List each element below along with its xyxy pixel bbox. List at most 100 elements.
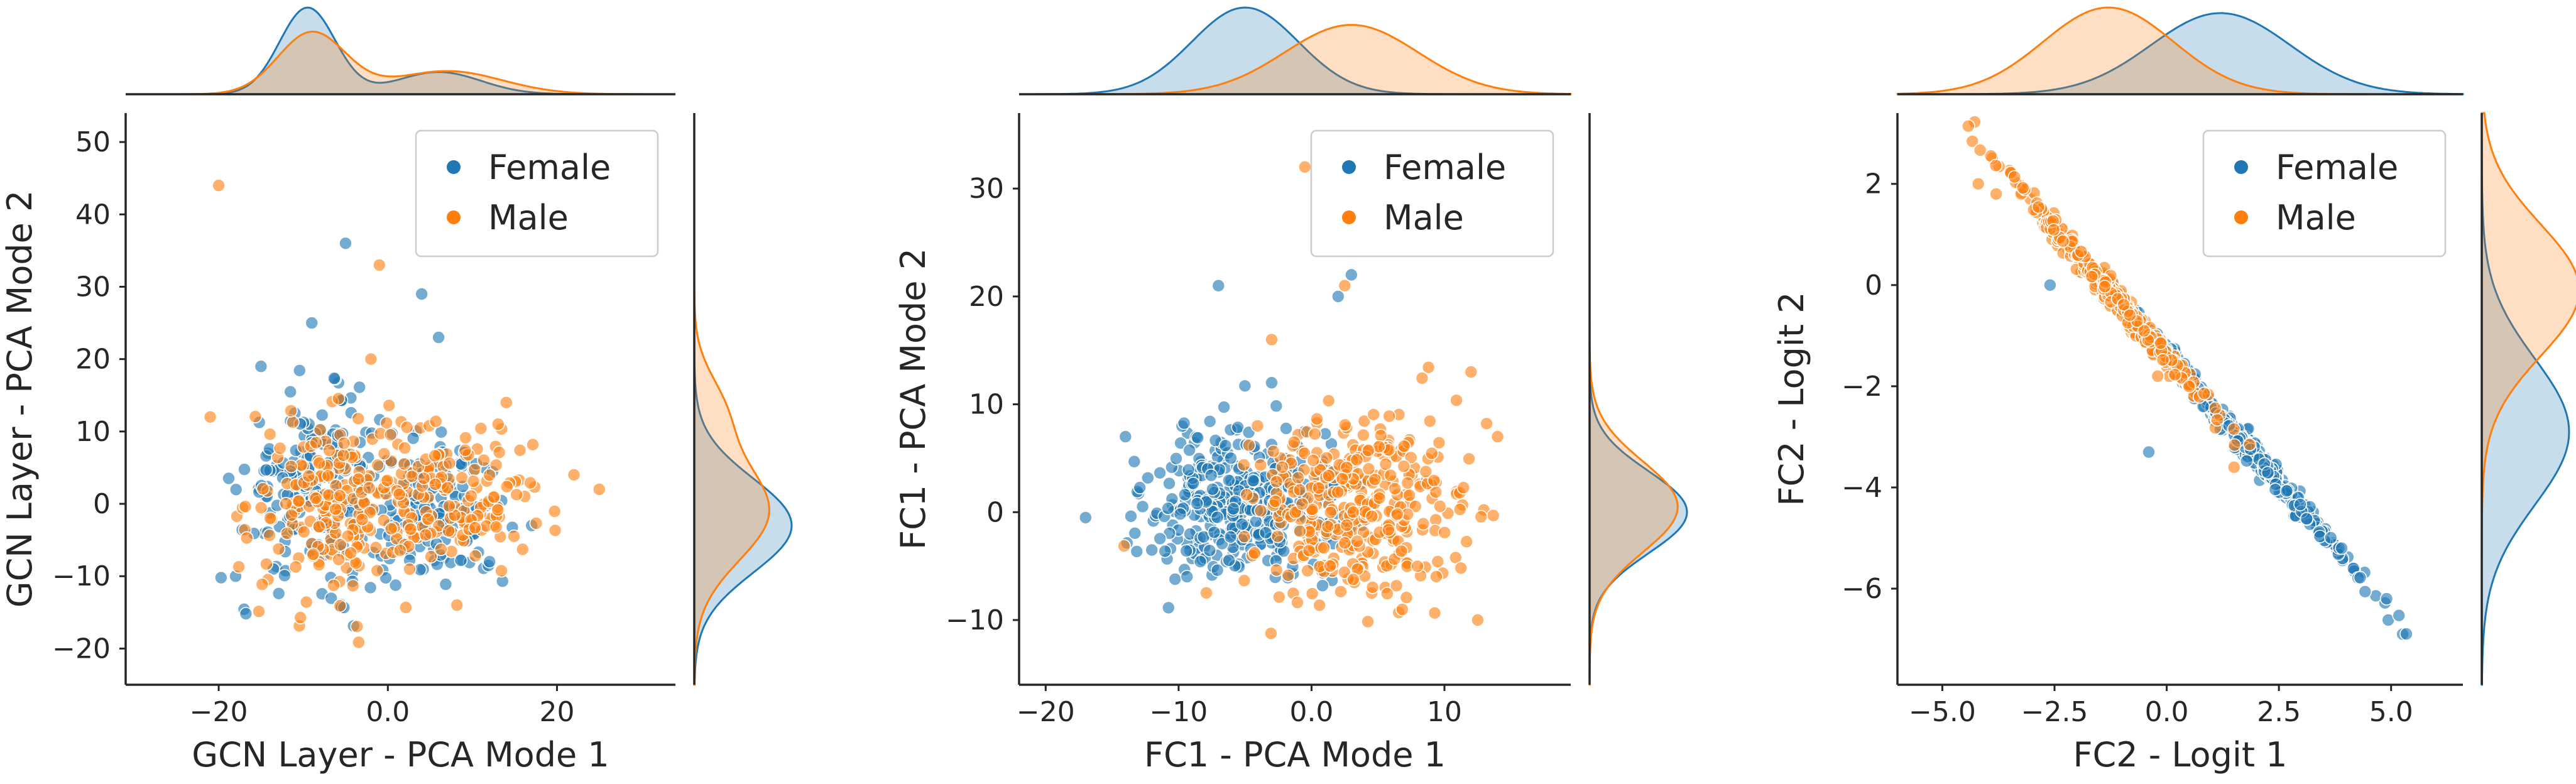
point-male bbox=[1236, 458, 1251, 472]
point-female bbox=[439, 577, 453, 591]
point-male bbox=[464, 489, 478, 503]
point-male bbox=[428, 477, 442, 491]
point-male bbox=[1117, 539, 1131, 553]
point-female bbox=[1162, 601, 1176, 615]
point-male bbox=[1973, 143, 1987, 157]
x-axis-label: FC2 - Logit 1 bbox=[2073, 735, 2287, 775]
point-male bbox=[1306, 454, 1320, 467]
point-female bbox=[1193, 555, 1208, 569]
point-male bbox=[1427, 474, 1441, 487]
legend-label-female: Female bbox=[488, 148, 611, 187]
point-female bbox=[2142, 445, 2156, 459]
point-male bbox=[271, 542, 286, 556]
point-male bbox=[1404, 450, 1418, 465]
point-female bbox=[1316, 579, 1329, 593]
point-male bbox=[333, 599, 347, 613]
point-male bbox=[280, 526, 294, 540]
point-male bbox=[1394, 544, 1409, 558]
point-male bbox=[1331, 485, 1345, 499]
point-female bbox=[1238, 379, 1252, 393]
point-female bbox=[1153, 531, 1167, 546]
x-tick-label: 0.0 bbox=[2145, 696, 2189, 728]
point-female bbox=[1218, 438, 1233, 453]
x-axis-label: GCN Layer - PCA Mode 1 bbox=[192, 735, 609, 775]
point-male bbox=[2137, 324, 2151, 338]
point-male bbox=[2117, 298, 2131, 312]
point-male bbox=[1989, 187, 2003, 201]
point-male bbox=[1269, 494, 1282, 508]
point-male bbox=[350, 619, 364, 634]
point-male bbox=[1395, 602, 1409, 616]
y-tick-label: −4 bbox=[1842, 472, 1882, 504]
chart-panel-2: −20 −10 0.0 10 −10 0 10 20 30 FC1 - PCA Mode 1 FC1… bbox=[893, 6, 1688, 775]
point-male bbox=[382, 398, 396, 413]
point-male bbox=[1269, 474, 1284, 489]
y-tick-label: 10 bbox=[969, 389, 1004, 421]
point-male bbox=[332, 552, 346, 567]
point-male bbox=[1962, 119, 1975, 133]
point-male bbox=[273, 441, 287, 455]
point-female bbox=[2399, 627, 2413, 641]
point-male bbox=[1338, 278, 1352, 293]
point-male bbox=[341, 529, 355, 543]
point-male bbox=[1313, 598, 1326, 612]
legend-label-female: Female bbox=[2276, 148, 2398, 187]
point-male bbox=[352, 635, 366, 650]
legend: Female Male bbox=[1310, 129, 1554, 258]
point-female bbox=[1222, 553, 1236, 567]
point-female bbox=[1279, 422, 1293, 435]
point-male bbox=[286, 415, 300, 429]
point-female bbox=[1180, 570, 1194, 584]
point-male bbox=[327, 578, 341, 592]
point-male bbox=[1302, 543, 1316, 558]
x-tick-label: 0.0 bbox=[366, 696, 410, 728]
point-female bbox=[2240, 454, 2254, 468]
point-male bbox=[379, 416, 394, 430]
point-female bbox=[1130, 545, 1144, 558]
point-female bbox=[454, 553, 468, 567]
point-male bbox=[1253, 458, 1268, 472]
point-female bbox=[432, 330, 445, 344]
point-male bbox=[263, 528, 276, 543]
point-male bbox=[1237, 530, 1252, 544]
point-male bbox=[1350, 534, 1364, 548]
point-male bbox=[313, 423, 327, 437]
point-female bbox=[1177, 416, 1191, 430]
legend-box bbox=[1310, 129, 1554, 258]
point-male bbox=[1310, 411, 1324, 426]
point-male bbox=[1319, 451, 1334, 465]
point-female bbox=[1206, 482, 1220, 496]
point-male bbox=[2007, 170, 2022, 184]
point-male bbox=[1248, 546, 1262, 560]
point-male bbox=[351, 411, 365, 426]
point-male bbox=[329, 502, 342, 516]
point-male bbox=[1438, 525, 1452, 540]
point-male bbox=[477, 453, 491, 467]
point-male bbox=[1297, 446, 1312, 460]
point-male bbox=[2031, 200, 2046, 214]
point-female bbox=[1210, 563, 1225, 577]
point-male bbox=[364, 352, 378, 366]
point-male bbox=[400, 420, 414, 435]
chart-panel-1: −20 0.0 20 −20 −10 0 10 20 30 40 50 GCN Layer - PCA… bbox=[0, 6, 793, 775]
point-male bbox=[1242, 438, 1256, 452]
point-female bbox=[1079, 511, 1093, 525]
point-female bbox=[1173, 507, 1187, 521]
point-male bbox=[1250, 419, 1265, 433]
point-male bbox=[1287, 435, 1301, 449]
point-female bbox=[1182, 443, 1196, 457]
x-tick-label: −20 bbox=[1017, 696, 1075, 728]
point-male bbox=[312, 456, 326, 471]
point-female bbox=[1133, 481, 1147, 494]
x-tick-label: −10 bbox=[1149, 696, 1208, 728]
point-female bbox=[1179, 544, 1193, 558]
point-male bbox=[1456, 481, 1470, 495]
point-male bbox=[513, 443, 527, 457]
point-male bbox=[1365, 509, 1379, 523]
point-male bbox=[403, 562, 417, 576]
point-male bbox=[1464, 365, 1478, 379]
point-male bbox=[1340, 518, 1354, 532]
point-male bbox=[312, 520, 326, 534]
point-male bbox=[499, 395, 513, 410]
